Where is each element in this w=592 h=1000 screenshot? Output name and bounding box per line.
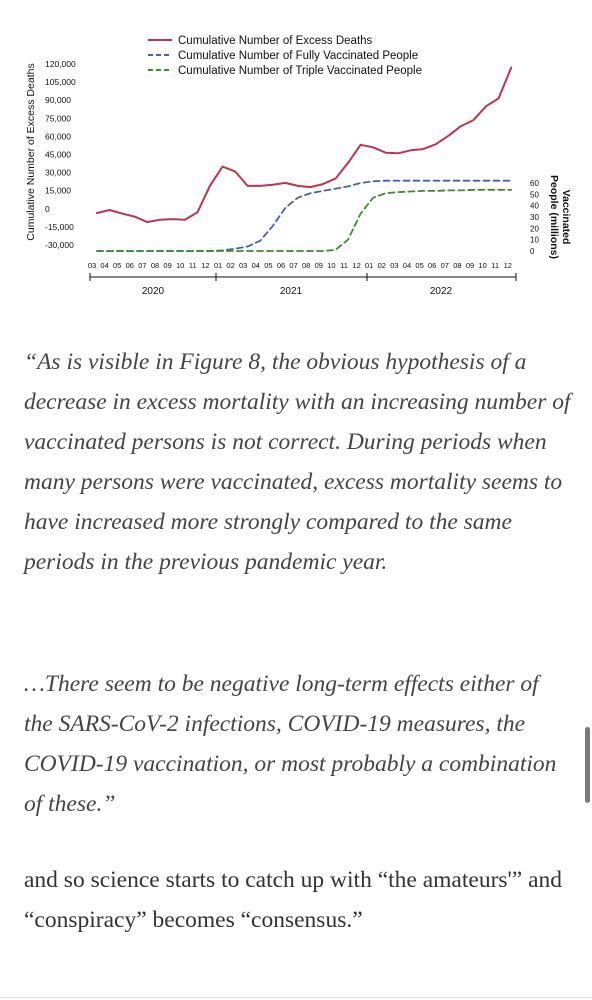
y-left-tick-label: 120,000 [45, 59, 76, 69]
y-left-tick-label: 75,000 [45, 113, 71, 123]
y-axis-left-label: Cumulative Number of Excess Deaths [25, 63, 37, 240]
x-tick-label: 06 [126, 261, 134, 270]
y-axis-right-label-line-1: Vaccinated [560, 190, 572, 245]
legend-label-2: Cumulative Number of Fully Vaccinated Pe… [178, 50, 418, 62]
year-label-2021: 2021 [280, 286, 303, 297]
x-tick-label: 08 [302, 261, 310, 270]
y-right-tick-label: 50 [530, 190, 539, 199]
x-tick-label: 03 [88, 261, 96, 270]
x-tick-label: 10 [327, 261, 335, 270]
x-tick-label: 03 [390, 261, 398, 270]
body-paragraph: and so science starts to catch up with “… [24, 867, 563, 933]
x-tick-label: 04 [100, 261, 108, 270]
x-tick-label: 01 [214, 261, 222, 270]
quote-paragraph-1: “As is visible in Figure 8, the obvious … [24, 349, 571, 575]
x-tick-label: 12 [504, 261, 512, 270]
y-axis-right-label-line-2: People (millions) [548, 175, 560, 259]
series-line-3 [96, 188, 513, 252]
y-left-tick-label: 60,000 [45, 131, 71, 141]
y-right-tick-label: 60 [530, 179, 539, 188]
y-right-tick-label: 10 [530, 236, 539, 245]
x-tick-label: 04 [252, 261, 260, 270]
x-tick-label: 07 [138, 261, 146, 270]
quote-paragraph-2: …There seem to be negative long-term eff… [24, 671, 557, 817]
x-tick-label: 05 [113, 261, 121, 270]
x-tick-label: 07 [289, 261, 297, 270]
x-tick-label: 12 [352, 261, 360, 270]
x-tick-label: 11 [189, 261, 197, 270]
x-tick-label: 11 [491, 261, 499, 270]
x-tick-label: 05 [264, 261, 272, 270]
x-tick-label: 02 [226, 261, 234, 270]
x-tick-label: 12 [201, 261, 209, 270]
year-label-2020: 2020 [142, 286, 165, 297]
excess-deaths-chart: Cumulative Number of Excess Deaths 120,00… [0, 0, 592, 310]
y-left-tick-label: 30,000 [45, 168, 71, 178]
x-tick-label: 08 [453, 261, 461, 270]
legend-label-3: Cumulative Number of Triple Vaccinated P… [178, 65, 422, 77]
y-right-tick-label: 20 [530, 224, 539, 233]
x-tick-label: 02 [378, 261, 386, 270]
y-right-tick-label: 0 [530, 247, 535, 256]
scrollbar-thumb[interactable] [585, 727, 590, 803]
chart-svg: Cumulative Number of Excess Deaths 120,00… [25, 35, 572, 297]
y-right-tick-label: 30 [530, 213, 539, 222]
y-left-tick-label: 105,000 [45, 77, 76, 87]
x-tick-label: 05 [415, 261, 423, 270]
x-tick-label: 08 [151, 261, 159, 270]
x-tick-label: 01 [365, 261, 373, 270]
bottom-divider [0, 997, 592, 998]
y-left-tick-label: -15,000 [45, 222, 74, 232]
y-left-tick-label: -30,000 [45, 240, 74, 250]
x-tick-label: 09 [466, 261, 474, 270]
y-right-tick-label: 40 [530, 202, 539, 211]
y-axis-right-label: VaccinatedPeople (millions) [548, 175, 572, 259]
y-left-tick-label: 15,000 [45, 186, 71, 196]
x-tick-label: 06 [277, 261, 285, 270]
x-tick-label: 09 [163, 261, 171, 270]
x-tick-label: 07 [441, 261, 449, 270]
legend-label-1: Cumulative Number of Excess Deaths [178, 35, 373, 47]
series-line-1 [96, 66, 513, 224]
y-left-tick-label: 90,000 [45, 95, 71, 105]
x-tick-label: 04 [403, 261, 411, 270]
x-tick-label: 10 [176, 261, 184, 270]
x-tick-label: 09 [315, 261, 323, 270]
x-tick-label: 11 [340, 261, 348, 270]
year-label-2022: 2022 [430, 286, 453, 297]
y-left-tick-label: 45,000 [45, 150, 71, 160]
x-tick-label: 03 [239, 261, 247, 270]
x-tick-label: 06 [428, 261, 436, 270]
y-left-tick-label: 0 [45, 204, 50, 214]
x-tick-label: 10 [478, 261, 486, 270]
